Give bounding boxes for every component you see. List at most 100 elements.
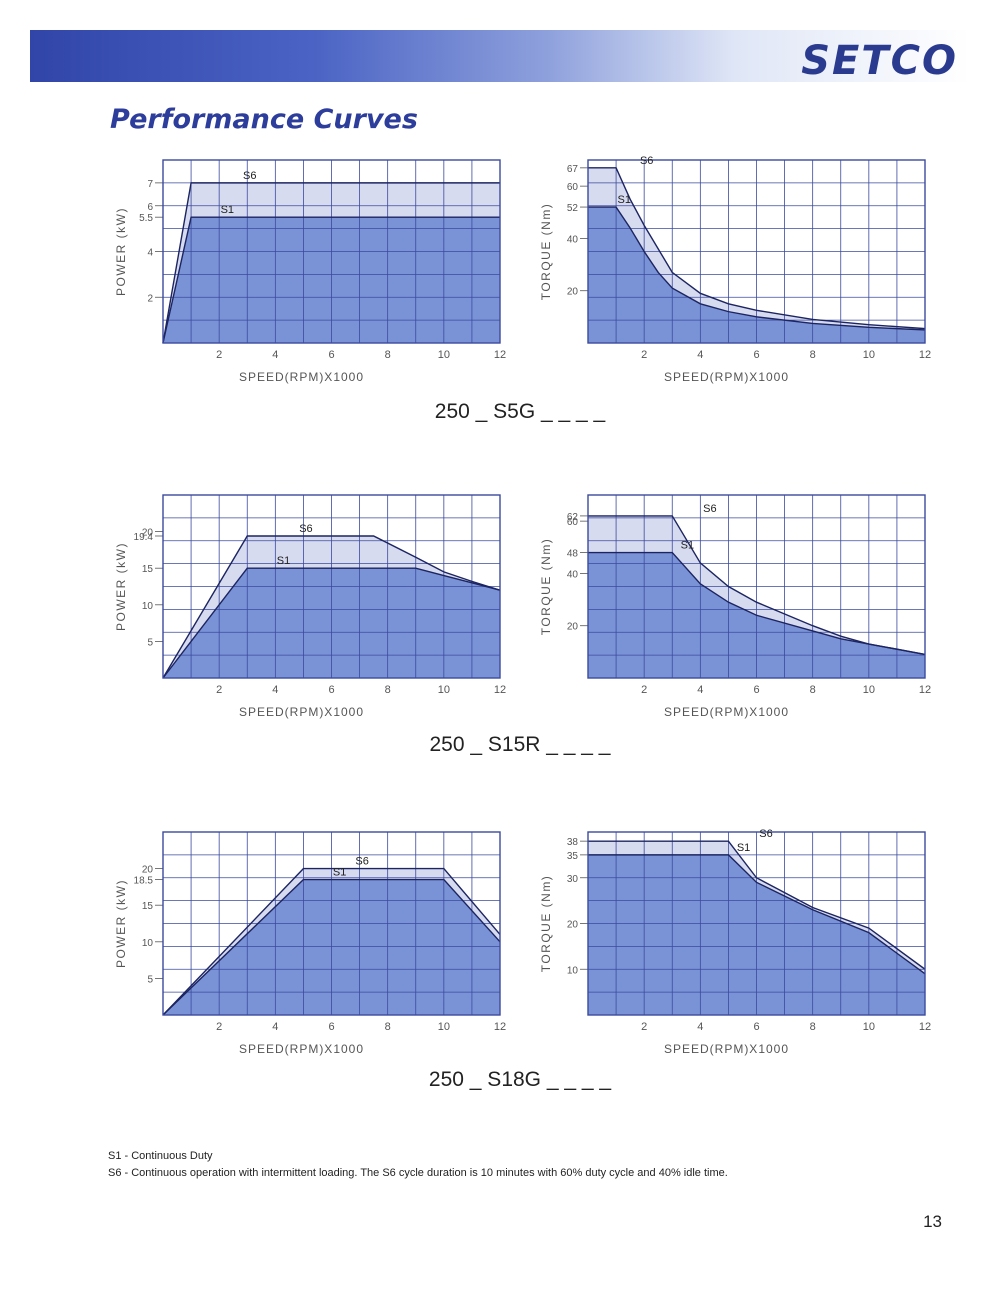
s6-line	[162, 867, 501, 1016]
chart-s15r-power: S6 S1 2 4 6 8 10 12 5 10 15 19.4 20 SPEED(RPM)X1000 PO…	[105, 490, 525, 730]
chart-s5g-torque: S6 S1 2 4 6 8 10 12 20 40 52 60 67 SPEED(RPM)X1000 TOR…	[530, 155, 950, 395]
y-tick-label: 40	[567, 234, 579, 245]
x-tick-label: 2	[641, 349, 647, 361]
x-tick-label: 6	[328, 684, 334, 696]
y-tick-label: 10	[142, 938, 154, 949]
x-tick-label: 12	[919, 1021, 931, 1033]
x-axis-label: SPEED(RPM)X1000	[239, 1042, 364, 1056]
s1-line	[162, 878, 501, 1016]
x-tick-label: 12	[919, 684, 931, 696]
y-tick-label: 67	[567, 164, 579, 175]
x-tick-label: 10	[438, 684, 450, 696]
x-tick-label: 4	[697, 684, 703, 696]
x-tick-label: 12	[919, 349, 931, 361]
y-tick-label: 15	[142, 901, 154, 912]
x-tick-label: 2	[216, 1021, 222, 1033]
s6-label: S6	[355, 856, 368, 868]
y-axis-label: TORQUE (Nm)	[539, 875, 553, 973]
y-tick-label: 52	[567, 203, 579, 214]
y-axis-label: TORQUE (Nm)	[539, 538, 553, 636]
plot-frame	[587, 159, 926, 344]
x-tick-label: 8	[385, 1021, 391, 1033]
y-tick-label: 4	[147, 248, 153, 259]
x-tick-label: 8	[385, 349, 391, 361]
x-tick-label: 6	[753, 349, 759, 361]
x-axis-label: SPEED(RPM)X1000	[664, 1042, 789, 1056]
s6-label: S6	[703, 503, 716, 515]
y-tick-label: 20	[142, 528, 154, 539]
y-tick-label: 5	[147, 637, 153, 648]
model-label-s18g: 250 _ S18G _ _ _ _	[428, 1068, 612, 1091]
s6-label: S6	[243, 170, 256, 182]
chart-s15r-torque: S6 S1 2 4 6 8 10 12 20 40 48 60 62 SPEED(RPM)X1000 TOR…	[530, 490, 950, 730]
chart-s5g-power: S6 S1 2 4 6 8 10 12 2 4 5.5 6 7 SPEED(RPM)X1000 POWER …	[105, 155, 525, 395]
x-tick-label: 4	[272, 1021, 278, 1033]
s6-label: S6	[299, 523, 312, 535]
s6-line	[588, 167, 926, 330]
y-tick-label: 38	[567, 837, 579, 848]
s1-line	[588, 551, 926, 656]
s1-label: S1	[737, 842, 750, 854]
x-tick-label: 8	[810, 349, 816, 361]
y-tick-label: 5.5	[139, 213, 153, 224]
plot-frame	[162, 159, 501, 344]
s6-label: S6	[759, 828, 772, 840]
x-tick-label: 10	[863, 1021, 875, 1033]
x-tick-label: 6	[753, 1021, 759, 1033]
chart-s18g-torque: S6 S1 2 4 6 8 10 12 10 20 30 35 38 SPEED(RPM)X1000 TOR…	[530, 827, 950, 1067]
page-number: 13	[923, 1212, 942, 1231]
x-tick-label: 2	[641, 684, 647, 696]
y-tick-label: 48	[567, 549, 579, 560]
x-tick-label: 12	[494, 349, 506, 361]
s1-label: S1	[221, 204, 234, 216]
x-tick-label: 10	[863, 349, 875, 361]
x-tick-label: 8	[810, 1021, 816, 1033]
x-tick-label: 6	[328, 1021, 334, 1033]
x-tick-label: 8	[385, 684, 391, 696]
x-tick-label: 10	[438, 349, 450, 361]
duty-notes: S1 - Continuous Duty S6 - Continuous ope…	[108, 1148, 728, 1182]
s1-label: S1	[277, 555, 290, 567]
s1-line	[162, 567, 501, 679]
setco-logo: SETCO	[801, 38, 958, 84]
y-tick-label: 20	[567, 920, 579, 931]
x-tick-label: 12	[494, 684, 506, 696]
y-axis-label: TORQUE (Nm)	[539, 203, 553, 301]
y-tick-label: 2	[147, 293, 153, 304]
x-tick-label: 4	[697, 1021, 703, 1033]
s6-label: S6	[640, 155, 653, 167]
model-label-s15r: 250 _ S15R _ _ _ _	[429, 733, 611, 756]
y-tick-label: 30	[567, 874, 579, 885]
s1-line	[588, 854, 926, 975]
y-tick-label: 20	[142, 865, 154, 876]
s6-line	[162, 182, 500, 344]
y-tick-label: 10	[567, 965, 579, 976]
page-title: Performance Curves	[110, 104, 418, 135]
y-tick-label: 5	[147, 974, 153, 985]
x-tick-label: 6	[753, 684, 759, 696]
y-tick-label: 15	[142, 564, 154, 575]
y-tick-label: 20	[567, 622, 579, 633]
y-tick-label: 60	[567, 517, 579, 528]
y-tick-label: 10	[142, 601, 154, 612]
y-tick-label: 19.4	[134, 532, 154, 543]
plot-frame	[162, 494, 501, 679]
y-tick-label: 6	[147, 202, 153, 213]
x-tick-label: 2	[216, 684, 222, 696]
x-tick-label: 10	[438, 1021, 450, 1033]
header-banner	[30, 30, 970, 82]
y-tick-label: 7	[147, 179, 153, 190]
y-tick-label: 20	[567, 287, 579, 298]
y-tick-label: 40	[567, 569, 579, 580]
y-axis-label: POWER (kW)	[114, 879, 128, 968]
x-tick-label: 8	[810, 684, 816, 696]
s1-label: S1	[333, 867, 346, 879]
y-tick-label: 62	[567, 512, 579, 523]
y-axis-label: POWER (kW)	[114, 207, 128, 296]
s1-line	[588, 206, 926, 331]
y-tick-label: 35	[567, 851, 579, 862]
plot-frame	[162, 831, 501, 1016]
plot-frame	[587, 494, 926, 679]
x-axis-label: SPEED(RPM)X1000	[239, 370, 364, 384]
x-tick-label: 12	[494, 1021, 506, 1033]
